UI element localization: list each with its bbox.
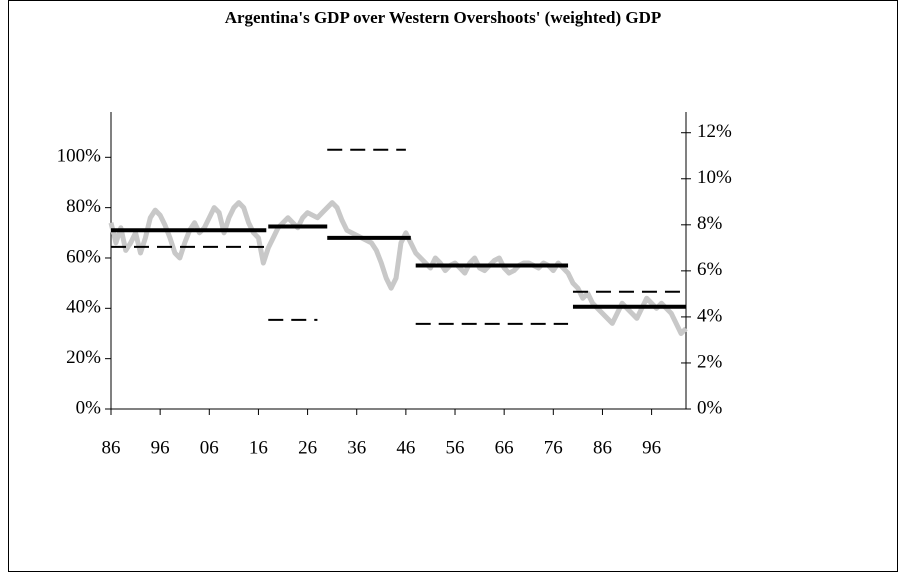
frame	[8, 0, 898, 572]
y-tick-label: 80%	[66, 196, 101, 217]
x-tick-label: 36	[347, 437, 366, 458]
x-tick-label: 86	[593, 437, 612, 458]
x-tick-label: 96	[642, 437, 661, 458]
y2-tick-label: 8%	[697, 213, 723, 234]
x-tick-label: 16	[249, 437, 268, 458]
x-tick-label: 86	[102, 437, 121, 458]
x-tick-label: 26	[298, 437, 317, 458]
y2-tick-label: 12%	[697, 121, 732, 142]
x-tick-label: 06	[200, 437, 219, 458]
chart-title: Argentina's GDP over Western Overshoots'…	[225, 8, 662, 27]
x-tick-label: 46	[396, 437, 415, 458]
y-tick-label: 0%	[76, 397, 102, 418]
x-tick-label: 56	[446, 437, 465, 458]
gdp-ratio-line	[108, 200, 688, 336]
y2-tick-label: 10%	[697, 167, 732, 188]
y-tick-label: 20%	[66, 347, 101, 368]
x-tick-label: 66	[495, 437, 514, 458]
y2-tick-label: 6%	[697, 259, 723, 280]
x-tick-label: 96	[151, 437, 170, 458]
y2-tick-label: 2%	[697, 351, 723, 372]
y-tick-label: 100%	[57, 146, 102, 167]
x-tick-label: 76	[544, 437, 563, 458]
y2-tick-label: 0%	[697, 397, 723, 418]
y-tick-label: 40%	[66, 297, 101, 318]
y-tick-label: 60%	[66, 246, 101, 267]
y2-tick-label: 4%	[697, 305, 723, 326]
